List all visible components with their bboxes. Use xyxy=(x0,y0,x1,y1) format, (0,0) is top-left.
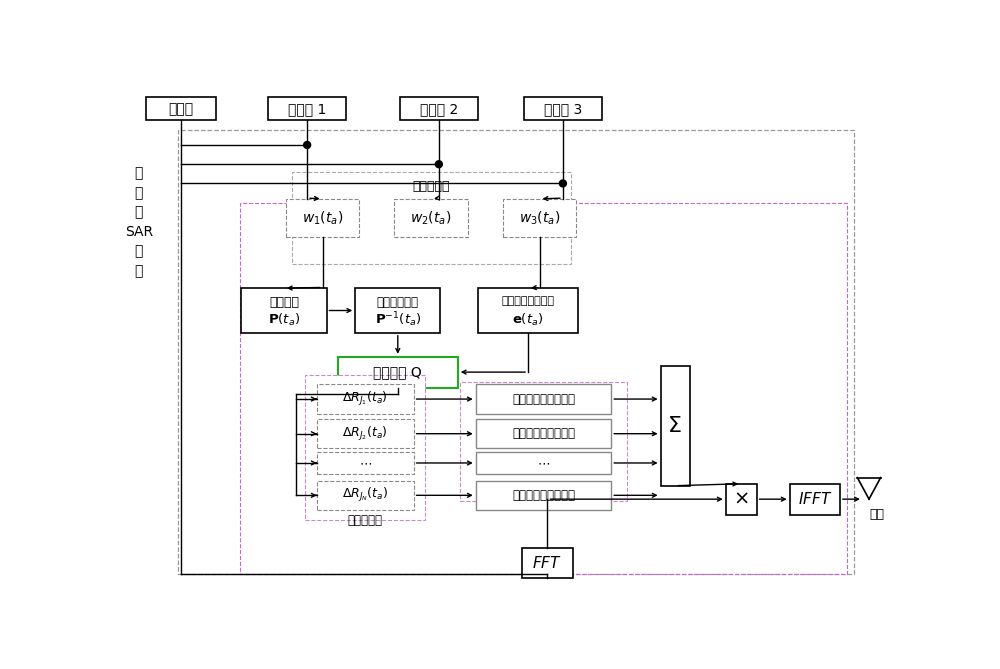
Text: $\mathbf{P}(t_a)$: $\mathbf{P}(t_a)$ xyxy=(268,312,300,328)
Bar xyxy=(476,452,611,474)
Circle shape xyxy=(559,180,566,187)
Bar xyxy=(146,97,216,120)
Text: 瞬时位置距离参数: 瞬时位置距离参数 xyxy=(502,296,554,306)
Text: 转发: 转发 xyxy=(869,508,884,521)
Bar xyxy=(317,452,414,474)
Text: $\Delta R_{J_1}(t_a)$: $\Delta R_{J_1}(t_a)$ xyxy=(342,390,388,408)
Text: 接收机 2: 接收机 2 xyxy=(420,102,458,116)
Text: 接收机 3: 接收机 3 xyxy=(544,102,582,116)
Text: 干扰散射点
瞬时斜距差: 干扰散射点 瞬时斜距差 xyxy=(348,497,383,527)
Text: 延时和相位调制系数: 延时和相位调制系数 xyxy=(512,489,575,502)
Text: $w_1(t_a)$: $w_1(t_a)$ xyxy=(302,209,343,227)
Bar xyxy=(790,484,840,514)
Bar xyxy=(400,97,478,120)
Bar xyxy=(478,288,578,333)
Circle shape xyxy=(304,142,311,149)
Text: 延时和相位调制系数: 延时和相位调制系数 xyxy=(512,393,575,405)
Text: 截
获
的
SAR
信
号: 截 获 的 SAR 信 号 xyxy=(125,166,153,278)
Text: $w_2(t_a)$: $w_2(t_a)$ xyxy=(410,209,452,227)
Text: $\mathbf{e}(t_a)$: $\mathbf{e}(t_a)$ xyxy=(512,312,544,328)
Bar xyxy=(476,419,611,448)
Bar xyxy=(292,172,571,264)
Bar xyxy=(286,199,359,237)
Bar xyxy=(726,484,757,514)
Bar xyxy=(317,481,414,510)
Bar xyxy=(268,97,346,120)
Text: $w_3(t_a)$: $w_3(t_a)$ xyxy=(519,209,560,227)
Bar xyxy=(317,419,414,448)
Bar xyxy=(241,288,326,333)
Text: $FFT$: $FFT$ xyxy=(532,555,562,571)
Circle shape xyxy=(435,161,442,168)
Text: 系数矩阵: 系数矩阵 xyxy=(269,296,299,309)
Bar xyxy=(338,357,458,387)
Bar xyxy=(524,97,602,120)
Text: 瞬时斜距差: 瞬时斜距差 xyxy=(412,179,450,193)
Bar xyxy=(503,199,576,237)
Bar xyxy=(661,367,690,486)
Bar xyxy=(178,130,854,574)
Text: $\mathbf{P}^{-1}(t_a)$: $\mathbf{P}^{-1}(t_a)$ xyxy=(375,310,421,329)
Text: 系数矩阵的逆: 系数矩阵的逆 xyxy=(377,296,419,309)
Text: $\cdots$: $\cdots$ xyxy=(359,456,372,470)
Bar xyxy=(240,203,847,574)
Bar xyxy=(355,288,440,333)
Text: 接收机 1: 接收机 1 xyxy=(288,102,326,116)
Text: $\Delta R_{J_2}(t_a)$: $\Delta R_{J_2}(t_a)$ xyxy=(342,425,388,443)
Bar xyxy=(476,481,611,510)
Text: 延时和相位调制系数: 延时和相位调制系数 xyxy=(512,427,575,440)
Bar xyxy=(317,385,414,413)
Bar xyxy=(476,385,611,413)
Bar xyxy=(522,549,573,578)
Bar xyxy=(460,382,627,501)
Text: Σ: Σ xyxy=(668,416,682,436)
Text: ×: × xyxy=(733,490,749,508)
Text: $\Delta R_{J_N}(t_a)$: $\Delta R_{J_N}(t_a)$ xyxy=(342,486,388,504)
Text: $IFFT$: $IFFT$ xyxy=(798,491,832,507)
Text: 调制参数 Q: 调制参数 Q xyxy=(373,365,422,379)
Text: 干扰机: 干扰机 xyxy=(168,102,193,116)
Bar xyxy=(394,199,468,237)
Text: $\cdots$: $\cdots$ xyxy=(537,456,550,470)
Bar xyxy=(305,375,425,520)
